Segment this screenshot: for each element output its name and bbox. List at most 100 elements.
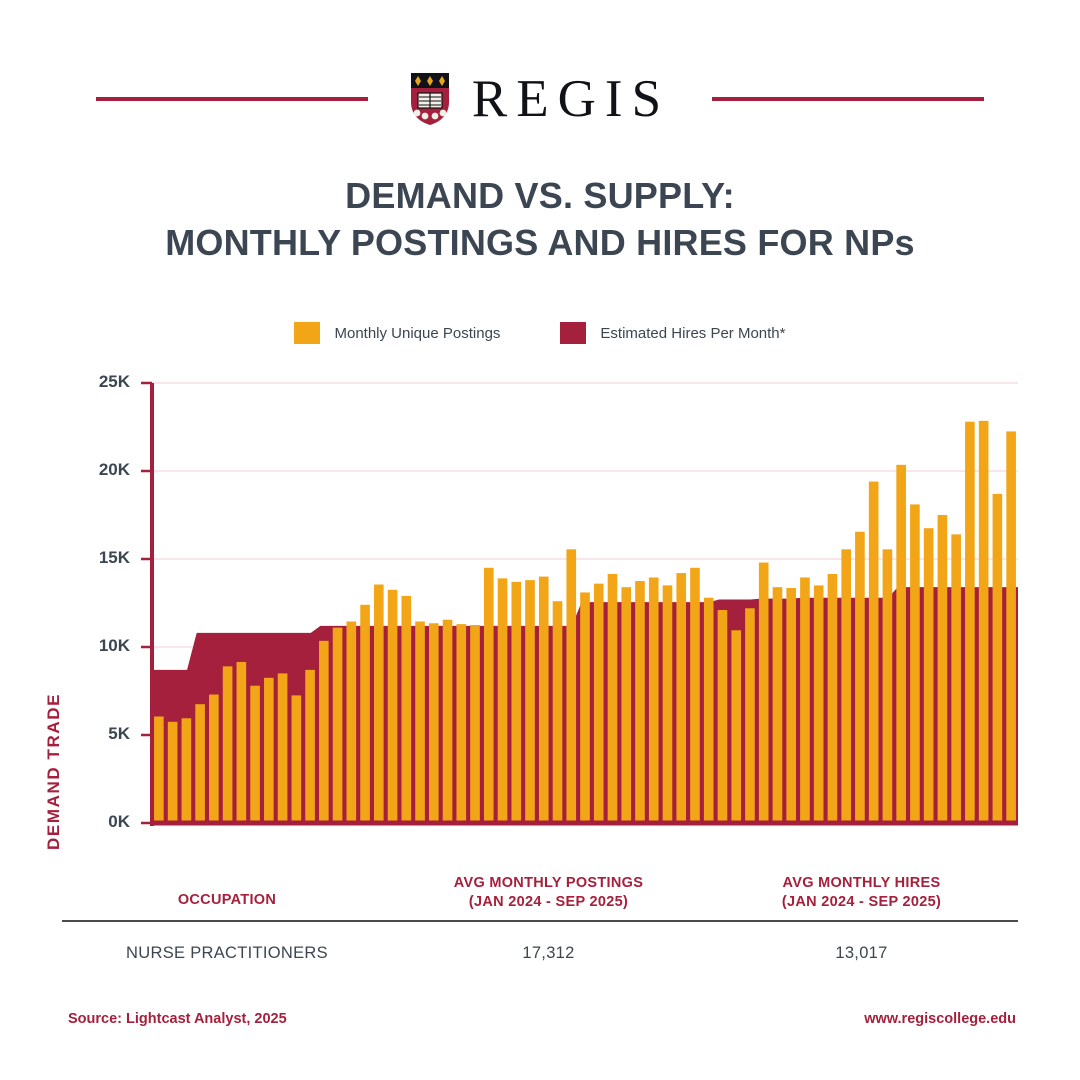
y-axis-tick-label: 25K (98, 372, 130, 391)
bar-postings (250, 685, 260, 823)
bar-postings (978, 420, 989, 823)
bar-postings (195, 704, 205, 823)
brand-header: REGIS (0, 64, 1080, 134)
bar-postings (511, 581, 522, 823)
bar-postings (415, 621, 425, 823)
bar-postings (800, 577, 810, 823)
y-axis-tick-label: 0K (108, 812, 130, 831)
header-rule-left (95, 97, 368, 101)
page-title-line2: MONTHLY POSTINGS AND HIRES FOR NPs (165, 222, 915, 263)
header-rule-right (712, 97, 985, 101)
bar-postings (373, 584, 384, 823)
bar-postings (222, 666, 233, 823)
chart: DEMAND TRADE 0K 5K 10K 15K 20K 25K (0, 360, 1080, 850)
regis-logo: REGIS (410, 72, 670, 126)
y-axis-tick-label: 15K (98, 548, 130, 567)
bar-postings (662, 585, 673, 823)
bar-postings (428, 623, 439, 823)
bar-postings (346, 621, 357, 823)
bar-postings (154, 716, 164, 823)
table-header-occupation: OCCUPATION (177, 892, 277, 908)
y-axis-tick-label: 5K (108, 724, 130, 743)
bar-postings (992, 493, 1003, 823)
bar-postings (937, 515, 948, 823)
chart-plot (141, 381, 1018, 826)
bar-postings (648, 577, 659, 823)
page-title-line1: DEMAND VS. SUPPLY: (345, 175, 735, 216)
bar-postings (291, 695, 302, 823)
shield-crest-icon (410, 73, 449, 125)
bar-postings (456, 624, 467, 823)
chart-legend: Monthly Unique Postings Estimated Hires … (0, 322, 1080, 344)
bar-postings (181, 718, 192, 823)
bar-postings (635, 581, 645, 823)
bar-postings (745, 608, 755, 823)
bar-postings (772, 587, 783, 823)
bar-postings (277, 673, 288, 823)
bar-postings (965, 421, 975, 823)
legend-swatch-icon (560, 322, 587, 344)
cell-avg-postings: 17,312 (522, 943, 575, 962)
bar-postings (868, 481, 879, 823)
legend-label-postings: Monthly Unique Postings (334, 324, 501, 342)
bar-postings (264, 677, 274, 823)
legend-swatch-icon (294, 322, 321, 344)
table-header-avg-hires: AVG MONTHLY HIRES (JAN 2024 - SEP 2025) (705, 874, 1018, 912)
legend-item-hires: Estimated Hires Per Month* (560, 322, 786, 344)
bar-postings (470, 625, 480, 823)
bar-postings (319, 640, 329, 823)
bar-postings (538, 576, 549, 823)
bar-postings (1006, 431, 1016, 823)
bar-postings (580, 592, 590, 823)
bar-postings (566, 549, 577, 823)
table-header-avg-hires-line2: (JAN 2024 - SEP 2025) (781, 894, 942, 910)
bar-postings (497, 578, 508, 823)
legend-item-postings: Monthly Unique Postings (294, 322, 500, 344)
bar-postings (209, 694, 219, 823)
bar-postings (676, 573, 687, 823)
bar-postings (483, 567, 494, 823)
legend-label-hires: Estimated Hires Per Month* (600, 324, 786, 342)
table-header-row: OCCUPATION AVG MONTHLY POSTINGS (JAN 202… (62, 860, 1018, 912)
bar-postings (786, 588, 797, 823)
bar-postings (951, 534, 961, 823)
bar-postings (332, 627, 343, 823)
footer: Source: Lightcast Analyst, 2025 www.regi… (68, 1011, 1016, 1027)
footer-source: Source: Lightcast Analyst, 2025 (68, 1011, 287, 1027)
bar-postings (593, 583, 604, 823)
bar-postings (758, 562, 769, 823)
bar-postings (841, 549, 851, 823)
page-title: DEMAND VS. SUPPLY: MONTHLY POSTINGS AND … (0, 172, 1080, 266)
bar-postings (703, 597, 714, 823)
bar-postings (896, 464, 906, 823)
bar-postings (717, 610, 728, 823)
y-axis-tick-label: 10K (98, 636, 130, 655)
bar-postings (827, 573, 838, 823)
table-header-avg-postings-line2: (JAN 2024 - SEP 2025) (468, 894, 629, 910)
bar-postings (910, 504, 920, 823)
bar-postings (167, 721, 178, 823)
bar-postings (855, 531, 865, 823)
table-header-avg-hires-line1: AVG MONTHLY HIRES (782, 875, 941, 891)
bar-postings (731, 630, 742, 823)
bar-postings (236, 661, 247, 823)
cell-occupation: NURSE PRACTITIONERS (126, 943, 328, 962)
summary-table: OCCUPATION AVG MONTHLY POSTINGS (JAN 202… (62, 860, 1018, 984)
bar-postings (813, 585, 824, 823)
bar-postings (387, 589, 398, 823)
table-row: NURSE PRACTITIONERS 17,312 13,017 (62, 922, 1018, 984)
y-axis-tick-label: 20K (98, 460, 130, 479)
cell-avg-hires: 13,017 (835, 943, 888, 962)
bar-postings (401, 595, 412, 823)
bar-postings (442, 619, 453, 823)
bar-postings (923, 528, 934, 823)
footer-website[interactable]: www.regiscollege.edu (864, 1011, 1016, 1027)
bar-postings (525, 580, 535, 823)
table-divider (62, 920, 1018, 922)
bar-postings (882, 549, 893, 823)
brand-wordmark: REGIS (471, 69, 671, 128)
bar-postings (305, 669, 315, 823)
bar-postings (690, 567, 700, 823)
table-header-avg-postings-line1: AVG MONTHLY POSTINGS (453, 875, 644, 891)
